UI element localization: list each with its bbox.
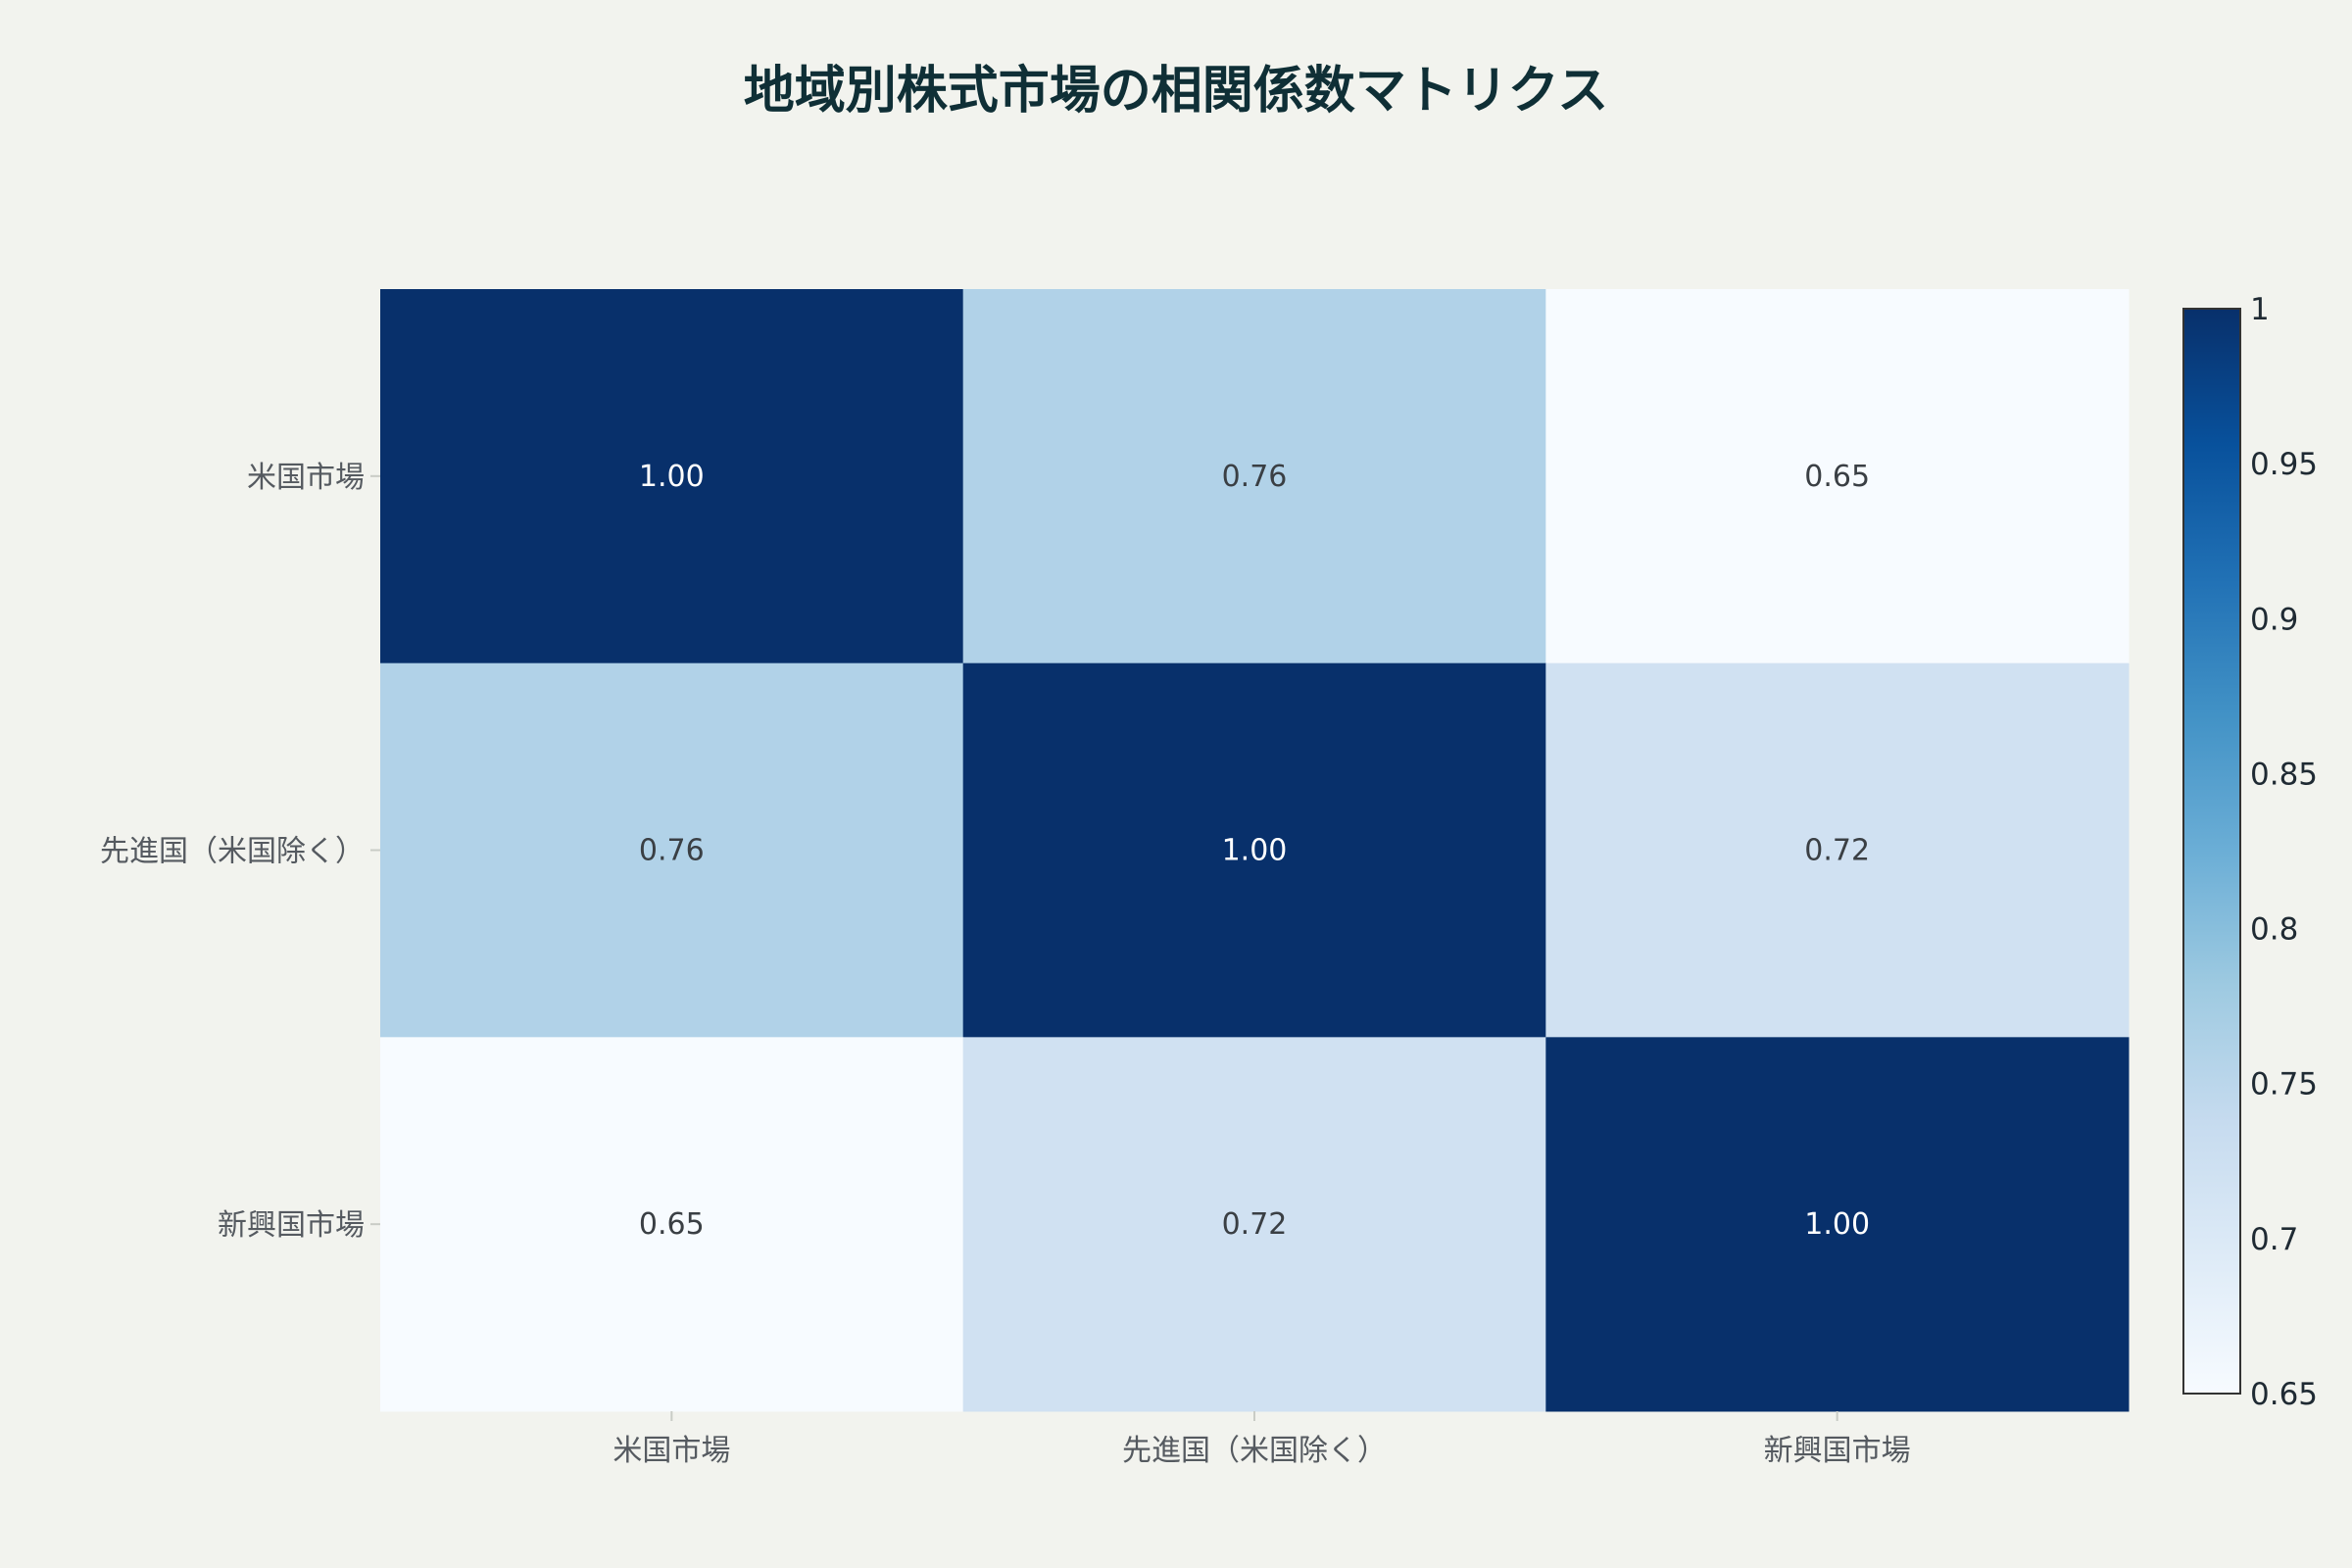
heatmap-cell-labels: 1.00 0.76 0.65 0.76 1.00 0.72 0.65 0.72 1.00 — [639, 460, 1870, 1242]
x-tick-label-2: 新興国市場 — [1764, 1434, 1911, 1468]
heatmap-cell-label-r1-c0: 0.76 — [639, 834, 705, 868]
colorbar-tick-label-5: 0.9 — [2250, 602, 2298, 637]
x-tick-label-1: 先進国（米国除く） — [1122, 1434, 1387, 1468]
colorbar-gradient — [2182, 308, 2241, 1395]
colorbar: 0.65 0.7 0.75 0.8 0.85 0.9 0.95 1 — [2182, 292, 2318, 1412]
heatmap-cell-label-r2-c2: 1.00 — [1804, 1207, 1870, 1242]
heatmap-cell-r2-c2 — [1545, 1037, 2130, 1412]
y-tick-label-1: 先進国（米国除く） — [100, 835, 365, 869]
heatmap-cell-r0-c0 — [380, 289, 964, 664]
colorbar-tick-label-0: 0.65 — [2250, 1377, 2318, 1412]
chart-title: 地域別株式市場の相関係数マトリクス — [744, 62, 1608, 121]
heatmap-cells — [380, 289, 2130, 1412]
y-tick-label-2: 新興国市場 — [218, 1208, 365, 1243]
heatmap-cell-r0-c1 — [962, 289, 1546, 664]
colorbar-tick-label-1: 0.7 — [2250, 1222, 2298, 1257]
colorbar-tick-label-2: 0.75 — [2250, 1067, 2318, 1102]
x-axis: 米国市場 先進国（米国除く） 新興国市場 — [612, 1411, 1911, 1468]
x-tick-label-0: 米国市場 — [612, 1434, 730, 1468]
heatmap-cell-r1-c1 — [962, 662, 1546, 1038]
heatmap-cell-r2-c0 — [380, 1037, 964, 1412]
colorbar-tick-label-4: 0.85 — [2250, 757, 2318, 792]
heatmap-cell-r1-c0 — [380, 662, 964, 1038]
heatmap-cell-label-r0-c0: 1.00 — [639, 460, 705, 494]
heatmap-cell-label-r1-c1: 1.00 — [1222, 834, 1288, 868]
colorbar-tick-label-6: 0.95 — [2250, 447, 2318, 482]
colorbar-tick-label-7: 1 — [2250, 292, 2270, 327]
heatmap-cell-r1-c2 — [1545, 662, 2130, 1038]
heatmap-cell-label-r0-c1: 0.76 — [1222, 460, 1288, 494]
heatmap-cell-label-r0-c2: 0.65 — [1804, 460, 1870, 494]
colorbar-tick-label-3: 0.8 — [2250, 912, 2298, 948]
heatmap-cell-r0-c2 — [1545, 289, 2130, 664]
heatmap-cell-label-r1-c2: 0.72 — [1804, 834, 1870, 868]
heatmap-cell-label-r2-c0: 0.65 — [639, 1207, 705, 1242]
heatmap-cell-r2-c1 — [962, 1037, 1546, 1412]
y-tick-label-0: 米国市場 — [247, 461, 365, 495]
heatmap-cell-label-r2-c1: 0.72 — [1222, 1207, 1288, 1242]
